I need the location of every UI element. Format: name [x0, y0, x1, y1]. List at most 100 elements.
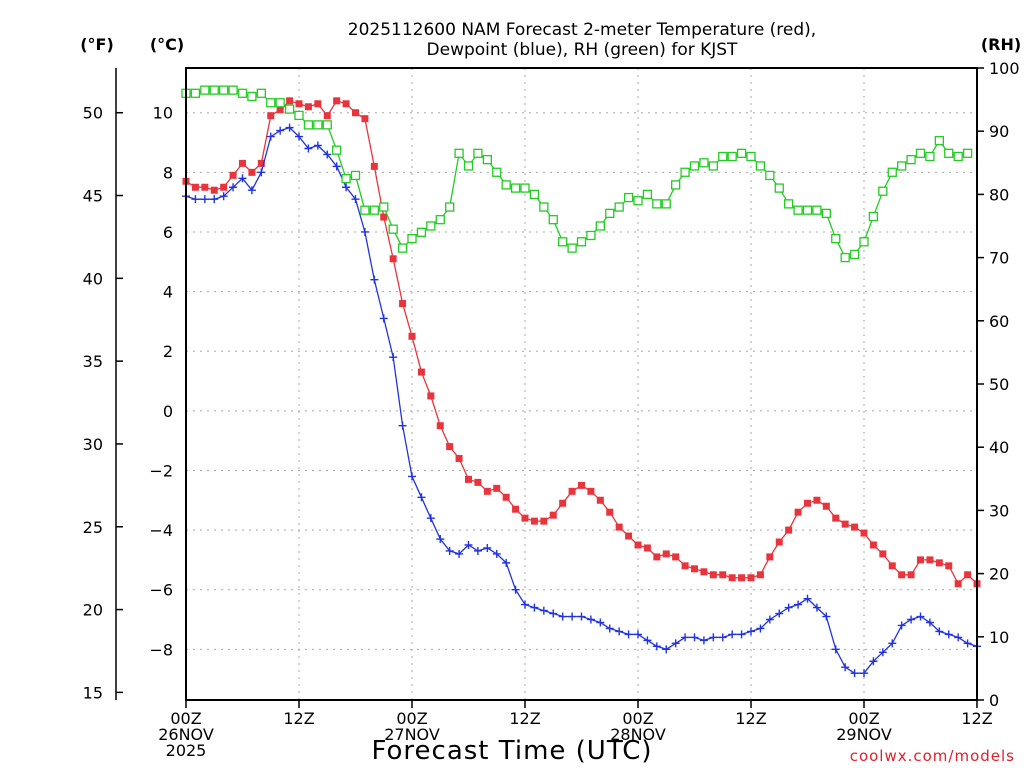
rh-point	[548, 215, 558, 225]
temperature-point	[804, 499, 811, 507]
rh-point	[426, 221, 436, 231]
rh-point	[605, 208, 615, 219]
rh-point	[915, 148, 926, 158]
rh-point	[784, 199, 794, 209]
rh-point	[576, 237, 587, 247]
temperature-point	[785, 526, 793, 534]
rh-point	[284, 104, 295, 114]
rh-point	[209, 85, 219, 95]
dewpoint-point	[709, 633, 718, 642]
dewpoint-point	[643, 636, 652, 645]
fahrenheit-tick-label: 35	[83, 352, 103, 371]
rh-point	[699, 158, 709, 168]
dewpoint-point	[568, 612, 577, 621]
dewpoint-point	[794, 600, 803, 609]
dewpoint-point	[426, 514, 435, 523]
rh-tick-label: 30	[989, 501, 1009, 520]
grid	[186, 68, 977, 700]
temperature-point	[926, 556, 934, 564]
dewpoint-point	[370, 275, 379, 284]
dewpoint-point	[784, 603, 793, 612]
temperature-point	[578, 481, 585, 489]
dewpoint-point	[652, 642, 661, 651]
dewpoint-point	[812, 603, 821, 612]
celsius-tick-label: 6	[163, 223, 173, 242]
rh-point	[463, 161, 474, 171]
rh-point	[755, 161, 766, 171]
dewpoint-point	[907, 615, 916, 624]
dewpoint-point	[219, 192, 228, 201]
plot-frame	[185, 67, 978, 701]
temperature-point	[851, 523, 859, 531]
temperature-point	[521, 514, 529, 522]
dewpoint-point	[445, 546, 454, 555]
x-tick-label: 26NOV	[158, 725, 214, 744]
fahrenheit-tick-label: 25	[83, 518, 103, 537]
rh-point	[350, 170, 361, 181]
temperature-point	[436, 422, 444, 430]
rh-point	[219, 85, 229, 95]
temperature-point	[954, 580, 962, 588]
celsius-tick-label: 2	[163, 342, 173, 361]
celsius-tick-label: 8	[163, 163, 173, 182]
rh-tick-label: 90	[989, 122, 1009, 141]
dewpoint-point	[728, 630, 737, 639]
fahrenheit-tick-label: 30	[83, 435, 103, 454]
temperature-point	[596, 496, 604, 504]
dewpoint-point	[831, 645, 840, 654]
temperature-point	[728, 574, 736, 582]
dewpoint-point	[539, 606, 548, 615]
temperature-point	[653, 553, 661, 561]
rh-point	[774, 183, 784, 193]
rh-point	[266, 98, 276, 108]
rh-tick-label: 60	[989, 312, 1009, 331]
dewpoint-point	[662, 645, 671, 654]
rh-point	[708, 161, 718, 171]
temperature-point	[389, 255, 397, 263]
rh-point	[200, 85, 210, 95]
dewpoint-point	[803, 594, 812, 603]
temperature-point	[530, 517, 538, 525]
dewpoint-point	[464, 540, 473, 549]
temperature-point	[709, 571, 717, 579]
rh-point	[558, 237, 568, 247]
temperature-point	[606, 508, 614, 516]
rh-point	[529, 189, 540, 200]
rh-point	[294, 110, 304, 121]
fahrenheit-unit-label: (°F)	[80, 35, 114, 54]
rh-tick-label: 40	[989, 438, 1009, 457]
dewpoint-point	[379, 314, 388, 323]
temperature-point	[370, 162, 378, 170]
rh-point	[237, 88, 248, 98]
series-rh	[181, 85, 973, 263]
dewpoint-point	[455, 549, 464, 558]
dewpoint-point	[502, 558, 511, 567]
rh-point	[831, 233, 841, 244]
dewpoint-point	[765, 615, 774, 624]
temperature-point	[455, 455, 463, 463]
x-tick-label: 00Z	[622, 709, 653, 728]
rh-point	[944, 148, 954, 158]
x-tick-label: 12Z	[509, 709, 540, 728]
dewpoint-point	[624, 630, 633, 639]
dewpoint-point	[558, 612, 567, 621]
rh-point	[407, 233, 417, 244]
temperature-point	[512, 505, 520, 513]
rh-point	[539, 202, 549, 212]
temperature-point	[267, 112, 275, 120]
chart-title-line-2: Dewpoint (blue), RH (green) for KJST	[427, 40, 739, 60]
rh-point	[595, 221, 605, 231]
dewpoint-point	[266, 132, 275, 141]
dewpoint-point	[718, 633, 727, 642]
dewpoint-point	[521, 600, 529, 609]
temperature-point	[907, 571, 915, 579]
temperature-point	[672, 553, 680, 561]
series-dewpoint	[182, 123, 981, 678]
temperature-point	[888, 562, 896, 570]
x-tick-label: 12Z	[735, 709, 766, 728]
dewpoint-point	[860, 669, 868, 678]
rh-point	[765, 170, 775, 181]
dewpoint-point	[332, 162, 341, 171]
rh-point	[821, 208, 831, 219]
